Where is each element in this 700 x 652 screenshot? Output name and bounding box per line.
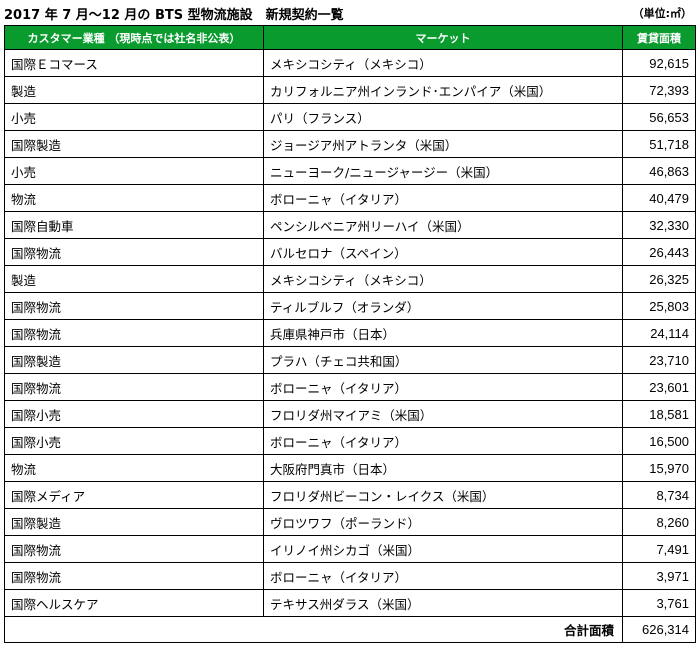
cell-area: 8,260: [622, 508, 696, 536]
cell-market: 大阪府門真市（日本）: [263, 454, 623, 482]
cell-market: カリフォルニア州インランド･エンパイア（米国）: [263, 76, 623, 104]
table-row: 国際メディア フロリダ州ビーコン・レイクス（米国） 8,734: [4, 481, 696, 509]
table-row: 物流 ボローニャ（イタリア） 40,479: [4, 184, 696, 212]
cell-area: 51,718: [622, 130, 696, 158]
cell-area: 26,325: [622, 265, 696, 293]
table-row: 国際自動車 ペンシルベニア州リーハイ（米国） 32,330: [4, 211, 696, 239]
table-row: 国際小売 フロリダ州マイアミ（米国） 18,581: [4, 400, 696, 428]
cell-category: 国際メディア: [4, 481, 264, 509]
title-bar: 2017 年 7 月～12 月の BTS 型物流施設 新規契約一覧 （単位:㎡）: [4, 0, 696, 24]
cell-category: 物流: [4, 454, 264, 482]
cell-category: 国際物流: [4, 292, 264, 320]
cell-area: 8,734: [622, 481, 696, 509]
cell-area: 92,615: [622, 49, 696, 77]
cell-market: プラハ（チェコ共和国）: [263, 346, 623, 374]
cell-market: ボローニャ（イタリア）: [263, 373, 623, 401]
total-row: 合計面積 626,314: [4, 616, 696, 643]
table-row: 国際物流 ティルブルフ（オランダ） 25,803: [4, 292, 696, 320]
table-row: 国際物流 ボローニャ（イタリア） 3,971: [4, 562, 696, 590]
cell-area: 16,500: [622, 427, 696, 455]
cell-area: 26,443: [622, 238, 696, 266]
cell-category: 国際小売: [4, 400, 264, 428]
column-header-area: 賃貸面積: [622, 25, 696, 50]
table-row: 国際物流 ボローニャ（イタリア） 23,601: [4, 373, 696, 401]
cell-category: 国際物流: [4, 562, 264, 590]
cell-category: 国際Ｅコマース: [4, 49, 264, 77]
cell-market: ボローニャ（イタリア）: [263, 562, 623, 590]
cell-area: 3,971: [622, 562, 696, 590]
cell-market: メキシコシティ（メキシコ）: [263, 49, 623, 77]
cell-area: 3,761: [622, 589, 696, 617]
table-row: 国際製造 プラハ（チェコ共和国） 23,710: [4, 346, 696, 374]
cell-market: テキサス州ダラス（米国）: [263, 589, 623, 617]
table-row: 物流 大阪府門真市（日本） 15,970: [4, 454, 696, 482]
cell-market: ティルブルフ（オランダ）: [263, 292, 623, 320]
cell-area: 72,393: [622, 76, 696, 104]
cell-category: 製造: [4, 265, 264, 293]
total-label: 合計面積: [4, 616, 623, 643]
cell-area: 23,601: [622, 373, 696, 401]
column-header-category: カスタマー業種 （現時点では社名非公表）: [4, 25, 264, 50]
table-row: 国際物流 兵庫県神戸市（日本） 24,114: [4, 319, 696, 347]
cell-market: イリノイ州シカゴ（米国）: [263, 535, 623, 563]
cell-area: 18,581: [622, 400, 696, 428]
cell-market: ペンシルベニア州リーハイ（米国）: [263, 211, 623, 239]
cell-area: 40,479: [622, 184, 696, 212]
cell-market: ヴロツワフ（ポーランド）: [263, 508, 623, 536]
cell-category: 国際製造: [4, 346, 264, 374]
cell-market: パリ（フランス）: [263, 103, 623, 131]
table-row: 小売 パリ（フランス） 56,653: [4, 103, 696, 131]
cell-market: 兵庫県神戸市（日本）: [263, 319, 623, 347]
cell-area: 25,803: [622, 292, 696, 320]
table-header-row: カスタマー業種 （現時点では社名非公表） マーケット 賃貸面積: [4, 25, 696, 50]
cell-market: バルセロナ（スペイン）: [263, 238, 623, 266]
cell-market: フロリダ州マイアミ（米国）: [263, 400, 623, 428]
column-header-market: マーケット: [263, 25, 623, 50]
contracts-table: カスタマー業種 （現時点では社名非公表） マーケット 賃貸面積 国際Ｅコマースメ…: [4, 25, 696, 643]
cell-market: ニューヨーク/ニュージャージー（米国）: [263, 157, 623, 185]
table-row: 国際物流 イリノイ州シカゴ（米国） 7,491: [4, 535, 696, 563]
table-row: 製造 メキシコシティ（メキシコ） 26,325: [4, 265, 696, 293]
cell-market: ジョージア州アトランタ（米国）: [263, 130, 623, 158]
cell-area: 23,710: [622, 346, 696, 374]
table-row: 小売 ニューヨーク/ニュージャージー（米国） 46,863: [4, 157, 696, 185]
cell-area: 32,330: [622, 211, 696, 239]
cell-area: 7,491: [622, 535, 696, 563]
cell-category: 国際物流: [4, 319, 264, 347]
cell-area: 46,863: [622, 157, 696, 185]
table-row: 国際製造 ジョージア州アトランタ（米国） 51,718: [4, 130, 696, 158]
cell-area: 56,653: [622, 103, 696, 131]
table-row: 国際ヘルスケア テキサス州ダラス（米国） 3,761: [4, 589, 696, 617]
unit-label: （単位:㎡）: [632, 7, 692, 20]
table-row: 国際製造 ヴロツワフ（ポーランド） 8,260: [4, 508, 696, 536]
cell-category: 国際物流: [4, 238, 264, 266]
cell-area: 24,114: [622, 319, 696, 347]
cell-area: 15,970: [622, 454, 696, 482]
cell-category: 国際ヘルスケア: [4, 589, 264, 617]
cell-category: 小売: [4, 157, 264, 185]
total-value: 626,314: [622, 616, 696, 643]
cell-category: 国際物流: [4, 535, 264, 563]
cell-market: ボローニャ（イタリア）: [263, 184, 623, 212]
cell-market: フロリダ州ビーコン・レイクス（米国）: [263, 481, 623, 509]
table-row: 製造 カリフォルニア州インランド･エンパイア（米国） 72,393: [4, 76, 696, 104]
cell-category: 国際物流: [4, 373, 264, 401]
cell-category: 国際製造: [4, 508, 264, 536]
cell-market: ボローニャ（イタリア）: [263, 427, 623, 455]
cell-category: 国際製造: [4, 130, 264, 158]
cell-market: メキシコシティ（メキシコ）: [263, 265, 623, 293]
cell-category: 製造: [4, 76, 264, 104]
table-row: 国際Ｅコマース メキシコシティ（メキシコ） 92,615: [4, 49, 696, 77]
cell-category: 小売: [4, 103, 264, 131]
table-row: 国際小売 ボローニャ（イタリア） 16,500: [4, 427, 696, 455]
cell-category: 国際自動車: [4, 211, 264, 239]
cell-category: 物流: [4, 184, 264, 212]
page-title: 2017 年 7 月～12 月の BTS 型物流施設 新規契約一覧: [4, 8, 344, 23]
cell-category: 国際小売: [4, 427, 264, 455]
table-row: 国際物流 バルセロナ（スペイン） 26,443: [4, 238, 696, 266]
